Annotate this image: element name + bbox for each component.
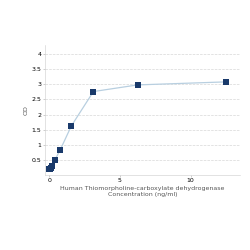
- Point: [48, 166, 52, 170]
- Point: [92, 90, 96, 94]
- Point: [69, 124, 73, 128]
- Point: [47, 167, 51, 171]
- X-axis label: Human Thiomorpholine-carboxylate dehydrogenase
Concentration (ng/ml): Human Thiomorpholine-carboxylate dehydro…: [60, 186, 225, 197]
- Point: [136, 83, 140, 87]
- Point: [58, 148, 62, 152]
- Point: [53, 158, 57, 162]
- Point: [48, 166, 52, 170]
- Point: [50, 164, 54, 168]
- Y-axis label: OD: OD: [24, 105, 29, 115]
- Point: [224, 80, 228, 84]
